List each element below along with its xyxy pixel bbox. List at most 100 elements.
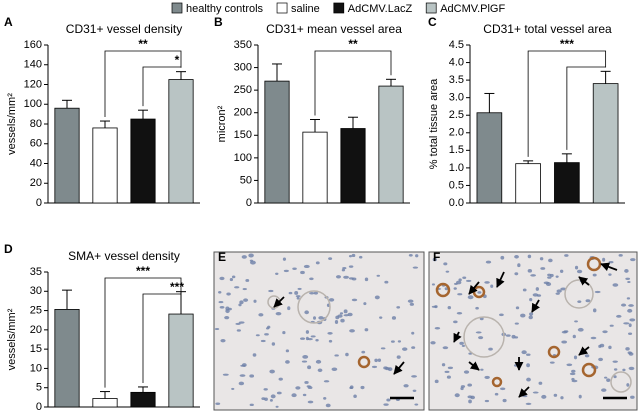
cell-nucleus (363, 302, 367, 306)
legend-label: AdCMV.LacZ (348, 3, 413, 15)
cell-nucleus (349, 386, 353, 389)
cell-nucleus (530, 274, 536, 277)
cell-nucleus (502, 398, 507, 403)
cell-nucleus (343, 309, 348, 314)
cell-nucleus (627, 280, 631, 284)
cell-nucleus (612, 283, 619, 287)
y-tick-label: 250 (234, 84, 252, 96)
cell-nucleus (457, 293, 463, 296)
bar (92, 398, 118, 408)
cell-nucleus (341, 268, 346, 272)
bar (168, 79, 194, 204)
cell-nucleus (465, 279, 472, 282)
cell-nucleus (576, 269, 583, 274)
y-tick-label: 350 (234, 39, 252, 51)
cell-nucleus (334, 320, 339, 325)
cell-nucleus (219, 276, 225, 281)
cell-nucleus (383, 403, 389, 406)
cell-nucleus (627, 308, 633, 313)
cell-nucleus (348, 254, 353, 258)
cell-nucleus (598, 357, 604, 362)
significance-label: ** (348, 37, 358, 51)
cell-nucleus (467, 395, 473, 399)
cell-nucleus (253, 299, 257, 303)
cell-nucleus (285, 349, 290, 353)
cell-nucleus (628, 304, 634, 307)
cell-nucleus (292, 267, 297, 270)
cell-nucleus (561, 340, 568, 344)
cell-nucleus (226, 292, 231, 296)
cell-nucleus (548, 258, 553, 263)
cell-nucleus (526, 353, 531, 356)
y-tick-label: 50 (240, 174, 252, 186)
y-tick-label: 100 (24, 98, 42, 110)
cell-nucleus (467, 383, 472, 387)
cell-nucleus (590, 336, 597, 340)
legend-swatch (276, 2, 288, 14)
y-tick-label: 0 (246, 197, 252, 209)
cell-nucleus (446, 375, 451, 379)
cell-nucleus (343, 314, 350, 317)
cell-nucleus (351, 298, 358, 302)
cell-nucleus (526, 377, 531, 382)
arrow (393, 361, 405, 375)
cell-nucleus (513, 364, 519, 367)
cell-nucleus (396, 306, 401, 309)
cell-nucleus (585, 299, 591, 303)
vessel (357, 355, 371, 369)
cell-nucleus (380, 347, 386, 350)
y-tick-label: 160 (24, 39, 42, 51)
cell-nucleus (432, 257, 437, 262)
cell-nucleus (374, 358, 378, 363)
cell-nucleus (283, 269, 289, 273)
bar (515, 163, 541, 204)
cell-nucleus (335, 275, 342, 279)
cell-nucleus (456, 311, 463, 315)
cell-nucleus (339, 312, 344, 315)
vessel (435, 282, 451, 298)
cell-nucleus (490, 284, 494, 288)
cell-nucleus (238, 303, 242, 307)
vessel (463, 316, 505, 358)
cell-nucleus (608, 273, 612, 276)
cell-nucleus (294, 291, 299, 295)
cell-nucleus (402, 347, 408, 351)
cell-nucleus (444, 287, 449, 291)
cell-nucleus (563, 330, 569, 333)
cell-nucleus (214, 328, 220, 331)
cell-nucleus (238, 381, 245, 386)
y-tick-label: 150 (234, 129, 252, 141)
cell-nucleus (606, 378, 611, 382)
cell-nucleus (343, 275, 349, 279)
cell-nucleus (467, 295, 474, 300)
y-tick-label: 20 (30, 177, 42, 189)
cell-nucleus (328, 339, 333, 343)
cell-nucleus (599, 343, 605, 348)
y-tick-label: 30 (30, 285, 42, 297)
legend-swatch (333, 2, 345, 14)
bar (340, 128, 366, 204)
arrow (578, 276, 590, 286)
cell-nucleus (318, 316, 324, 320)
cell-nucleus (528, 315, 533, 320)
cell-nucleus (315, 359, 322, 364)
cell-nucleus (245, 278, 250, 282)
cell-nucleus (434, 379, 439, 384)
cell-nucleus (613, 375, 617, 379)
cell-nucleus (234, 286, 240, 289)
significance-bracket (566, 66, 607, 150)
cell-nucleus (222, 373, 229, 376)
cell-nucleus (545, 282, 552, 287)
arrow (468, 361, 480, 371)
cell-nucleus (553, 393, 558, 397)
cell-nucleus (219, 305, 225, 309)
cell-nucleus (384, 280, 389, 284)
cell-nucleus (478, 336, 484, 340)
y-tick-label: 0.5 (449, 179, 464, 191)
cell-nucleus (618, 254, 623, 257)
cell-nucleus (454, 393, 460, 398)
arrow (273, 296, 285, 308)
cell-nucleus (628, 323, 632, 328)
cell-nucleus (527, 254, 532, 259)
cell-nucleus (514, 254, 519, 259)
